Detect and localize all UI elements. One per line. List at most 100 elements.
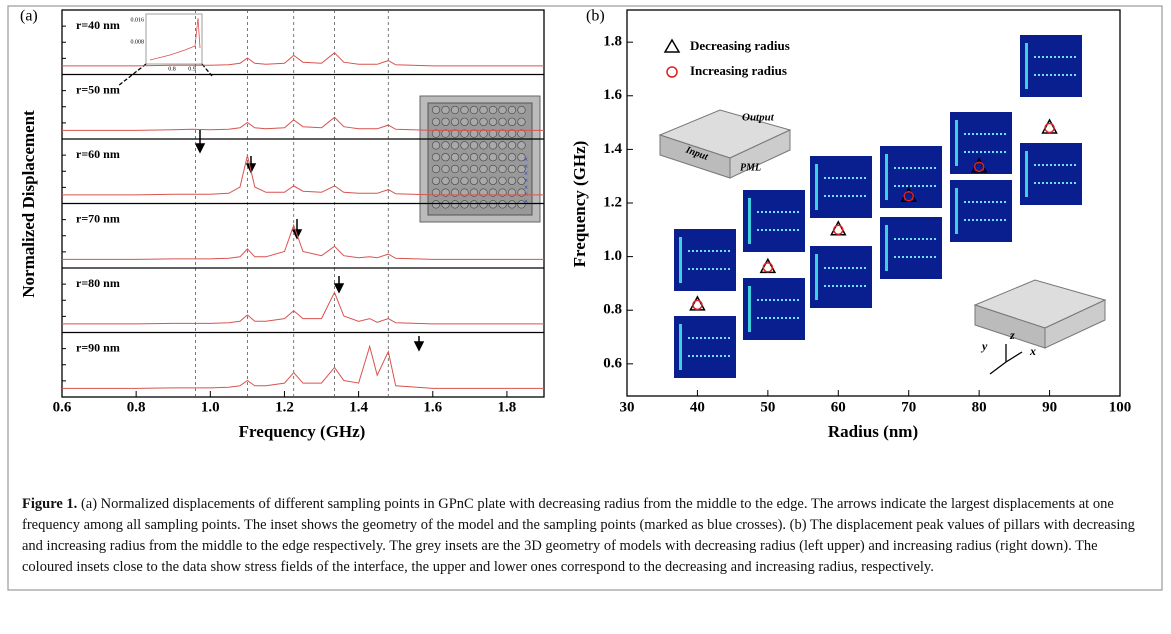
field-image [880,217,942,279]
pillar [441,176,450,185]
pillar [460,105,469,115]
pillar [498,105,507,115]
pillar [450,153,460,162]
x-tick-label: 1.8 [498,399,517,415]
cross: × [524,176,529,185]
x-tick-label: 70 [901,399,916,415]
x-tick-label: 1.6 [423,399,442,415]
figure-frame [7,5,1163,591]
pillar [488,105,498,115]
caption-text: (a) Normalized displacements of differen… [22,496,1135,575]
inset-label: Output [742,112,775,124]
pillar [469,200,479,209]
pillar [469,129,479,138]
pillar [517,200,526,209]
pillar [479,164,488,174]
pillar [517,129,526,138]
field-edge [955,120,958,166]
pillar [431,141,441,150]
cross: × [524,169,529,178]
cross: × [524,190,529,199]
pillar [441,129,450,138]
field-edge [1025,43,1028,89]
legend-marker [663,38,681,53]
pillar [498,153,507,162]
zoom-inset: 0.016 0.008 0.8 0.9 [117,13,213,87]
pillar [479,200,488,209]
pillar [450,176,460,185]
field-image [743,278,805,340]
pillar [488,141,498,150]
inset-tick: 0.016 [131,17,145,23]
x-tick-label: 0.6 [53,399,72,415]
field-image [810,246,872,308]
pillar [488,153,498,162]
y-axis-label: Frequency (GHz) [570,141,589,268]
axis-glyph: z [1009,328,1015,342]
point [973,161,985,173]
field-image [880,146,942,208]
curve [62,52,544,67]
pillar [460,200,469,209]
y-tick-label: 1.4 [603,141,622,157]
x-axis-label: Radius (nm) [828,422,918,441]
pillar [517,153,526,162]
legend-label: Decreasing radius [690,38,790,53]
pillar [479,153,488,162]
pillar [469,141,479,150]
curve [62,116,544,131]
series-label: r=80 nm [76,276,120,290]
series-label: r=50 nm [76,82,120,96]
panel-label: (a) [20,8,38,25]
pillar [441,141,450,150]
pillar [441,117,450,126]
inset-tick: 0.008 [131,39,145,45]
point [762,262,774,273]
pillar [431,117,441,126]
point [903,191,914,202]
y-tick-label: 1.2 [603,194,622,210]
pillar [431,200,441,209]
field-image [810,156,872,218]
panel-label: (b) [586,8,605,25]
pillar [441,153,450,162]
pillar [479,105,488,115]
model-3d-lower: x y z [973,279,1107,375]
field-edge [1025,151,1028,197]
pillar [450,117,460,126]
pillar [469,117,479,126]
pillar [507,200,517,209]
pillar [450,129,460,138]
point [1044,122,1055,134]
pillar [450,141,460,150]
field-edge [955,188,958,234]
pillar [431,153,441,162]
pillar [517,176,526,185]
pillar [517,117,526,126]
x-tick-label: 0.8 [127,399,146,415]
pillar [507,176,517,185]
inset-tick: 0.9 [188,66,196,72]
legend-label: Increasing radius [690,63,787,78]
y-tick-label: 0.8 [603,302,622,318]
pillar [479,117,488,126]
x-tick-label: 90 [1042,399,1057,415]
field-edge [885,225,888,271]
pillar [479,176,488,185]
pillar [507,105,517,115]
field-image [674,229,736,291]
point [692,299,703,311]
pillar [460,141,469,150]
cross: × [524,162,529,171]
pillar [498,164,507,174]
pillar [507,129,517,138]
pillar [507,141,517,150]
field-edge [748,286,751,332]
x-tick-label: 1.0 [201,399,220,415]
pillar [469,105,479,115]
field-image [950,180,1012,242]
x-axis-label: Frequency (GHz) [239,422,366,441]
field-edge [679,324,682,370]
pillar [479,141,488,150]
